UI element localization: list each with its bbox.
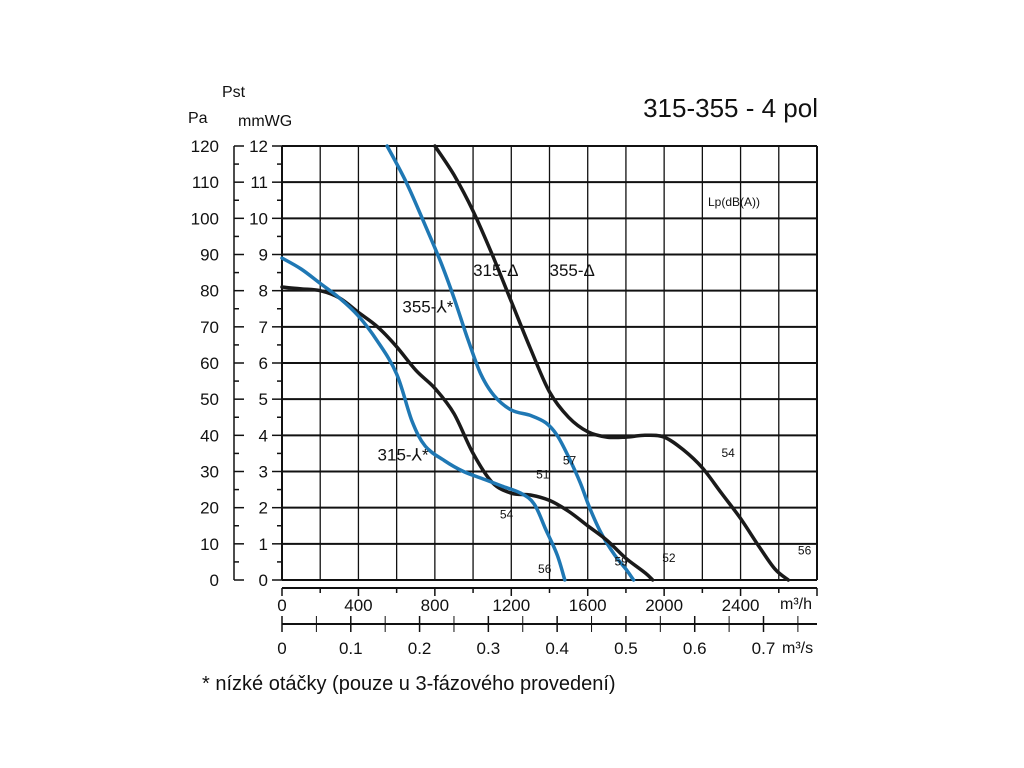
y-tick-label-mmwg: 12	[249, 137, 268, 156]
y-tick-label-mmwg: 3	[259, 463, 268, 482]
y-tick-label-mmwg: 11	[250, 173, 268, 192]
x-tick-label-m3h: 400	[344, 596, 372, 615]
x-tick-label-m3s: 0.1	[339, 639, 363, 658]
chart-title: 315-355 - 4 pol	[643, 93, 818, 123]
noise-value-label: 57	[563, 453, 577, 467]
x-tick-label-m3h: 1200	[492, 596, 530, 615]
x-tick-label-m3s: 0.4	[545, 639, 569, 658]
y-axis-labels: 0102030405060708090100110120012345678910…	[191, 137, 268, 590]
y-tick-label-pa: 0	[210, 571, 219, 590]
x-unit-m3s: m³/s	[782, 640, 813, 657]
series-label: 315-Δ	[473, 261, 518, 280]
x-tick-label-m3s: 0.2	[408, 639, 432, 658]
y-tick-label-mmwg: 9	[259, 246, 268, 265]
noise-value-label: 52	[662, 551, 676, 565]
y-unit-mmwg: mmWG	[238, 113, 292, 130]
y-tick-label-mmwg: 7	[259, 318, 268, 337]
x-tick-label-m3s: 0.6	[683, 639, 707, 658]
series-label: 355-⅄*	[402, 297, 453, 316]
footnote: * nízké otáčky (pouze u 3-fázového prove…	[202, 673, 616, 695]
series-curve	[433, 144, 791, 582]
series-label: 355-Δ	[550, 261, 595, 280]
x-tick-label-m3h: 2000	[645, 596, 683, 615]
chart-grid	[233, 145, 818, 632]
y-tick-label-pa: 100	[191, 209, 219, 228]
series-curve	[385, 144, 636, 582]
y-tick-label-pa: 20	[200, 499, 219, 518]
noise-value-label: 54	[500, 508, 514, 522]
y-unit-pa: Pa	[188, 110, 208, 127]
noise-value-label: 51	[536, 468, 550, 482]
noise-value-label: 54	[721, 446, 735, 460]
noise-value-label: 56	[538, 562, 552, 576]
y-tick-label-pa: 110	[192, 173, 219, 192]
y-tick-label-pa: 40	[200, 426, 219, 445]
y-tick-label-mmwg: 8	[259, 282, 268, 301]
series-curve	[280, 256, 567, 582]
y-tick-label-mmwg: 4	[259, 426, 268, 445]
x-tick-label-m3s: 0.3	[477, 639, 501, 658]
x-tick-label-m3s: 0.5	[614, 639, 638, 658]
noise-value-label: 56	[798, 544, 812, 558]
y-tick-label-pa: 50	[200, 390, 219, 409]
x-axis-labels: 0 400 800 1200 1600 2000 2400 0 0.1 0.2 0.3 0.4 0.5 0…	[277, 596, 775, 658]
y-tick-label-mmwg: 10	[249, 209, 268, 228]
x-tick-label-m3s: 0.7	[752, 639, 776, 658]
series-label: 315-⅄*	[378, 446, 429, 465]
x-unit-m3h: m³/h	[780, 596, 812, 613]
y-axis-title: Pst	[222, 84, 246, 101]
y-tick-label-mmwg: 5	[259, 390, 268, 409]
y-tick-label-mmwg: 6	[259, 354, 268, 373]
x-tick-label-m3h: 1600	[569, 596, 607, 615]
y-tick-label-mmwg: 0	[259, 571, 268, 590]
y-tick-label-pa: 60	[200, 354, 219, 373]
x-tick-label-m3h: 800	[421, 596, 449, 615]
y-tick-label-pa: 120	[191, 137, 219, 156]
x-tick-label-m3h: 0	[277, 596, 286, 615]
y-tick-label-pa: 70	[200, 318, 219, 337]
y-tick-label-pa: 80	[200, 282, 219, 301]
y-tick-label-pa: 30	[200, 463, 219, 482]
x-tick-label-m3h: 2400	[722, 596, 760, 615]
noise-label: Lp(dB(A))	[708, 195, 760, 209]
x-tick-label-m3s: 0	[277, 639, 286, 658]
y-tick-label-pa: 90	[200, 246, 219, 265]
y-tick-label-mmwg: 2	[259, 499, 268, 518]
y-tick-label-pa: 10	[200, 535, 219, 554]
y-tick-label-mmwg: 1	[259, 535, 268, 554]
